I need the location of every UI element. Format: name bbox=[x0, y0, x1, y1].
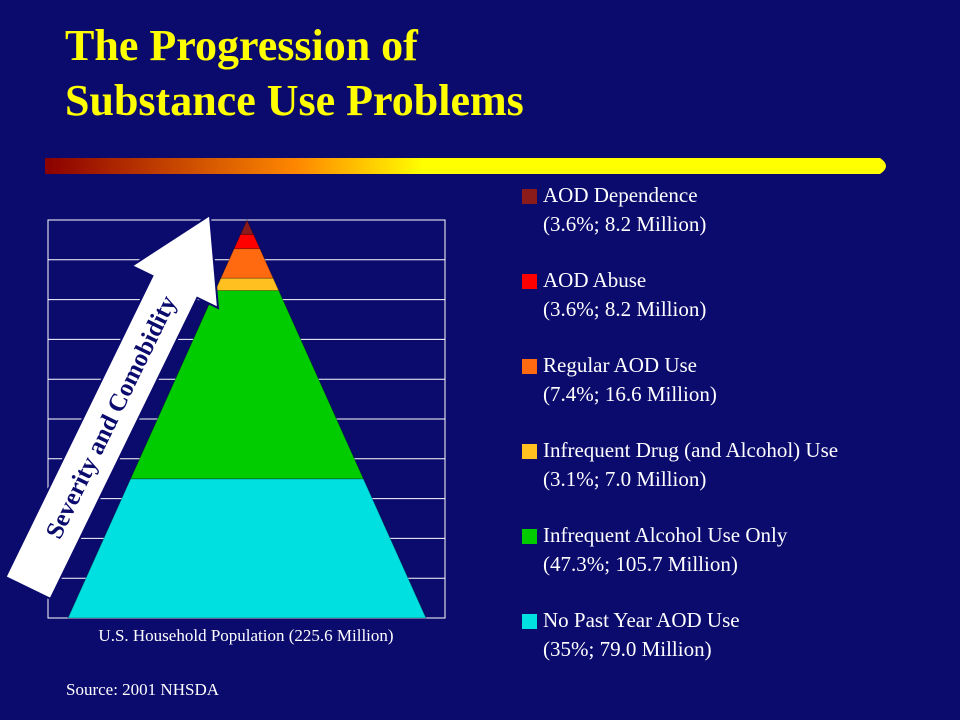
title-rule bbox=[45, 158, 886, 174]
title-line-1: The Progression of bbox=[65, 21, 419, 70]
legend-swatch bbox=[522, 189, 537, 204]
legend-swatch bbox=[522, 529, 537, 544]
legend-label: No Past Year AOD Use bbox=[543, 608, 740, 632]
pyramid-segment bbox=[67, 478, 427, 619]
pyramid-segment bbox=[214, 277, 280, 291]
title-line-2: Substance Use Problems bbox=[65, 76, 524, 125]
legend-label: Infrequent Drug (and Alcohol) Use bbox=[543, 438, 838, 462]
legend-value: (3.1%; 7.0 Million) bbox=[543, 467, 706, 491]
legend-swatch bbox=[522, 444, 537, 459]
legend-label: AOD Dependence bbox=[543, 183, 698, 207]
legend-value: (7.4%; 16.6 Million) bbox=[543, 382, 717, 406]
source: Source: 2001 NHSDA bbox=[66, 680, 220, 699]
legend: AOD Dependence (3.6%; 8.2 Million) AOD Abu… bbox=[522, 183, 838, 661]
legend-swatch bbox=[522, 614, 537, 629]
legend-value: (35%; 79.0 Million) bbox=[543, 637, 712, 661]
legend-value: (3.6%; 8.2 Million) bbox=[543, 297, 706, 321]
legend-label: Infrequent Alcohol Use Only bbox=[543, 523, 788, 547]
legend-label: Regular AOD Use bbox=[543, 353, 697, 377]
pyramid bbox=[67, 218, 427, 619]
legend-swatch bbox=[522, 274, 537, 289]
legend-label: AOD Abuse bbox=[543, 268, 646, 292]
x-axis-label: U.S. Household Population (225.6 Million… bbox=[98, 626, 393, 645]
legend-swatch bbox=[522, 359, 537, 374]
arrow-shape bbox=[4, 213, 220, 601]
pyramid-segment bbox=[239, 218, 255, 235]
legend-value: (47.3%; 105.7 Million) bbox=[543, 552, 738, 576]
legend-value: (3.6%; 8.2 Million) bbox=[543, 212, 706, 236]
